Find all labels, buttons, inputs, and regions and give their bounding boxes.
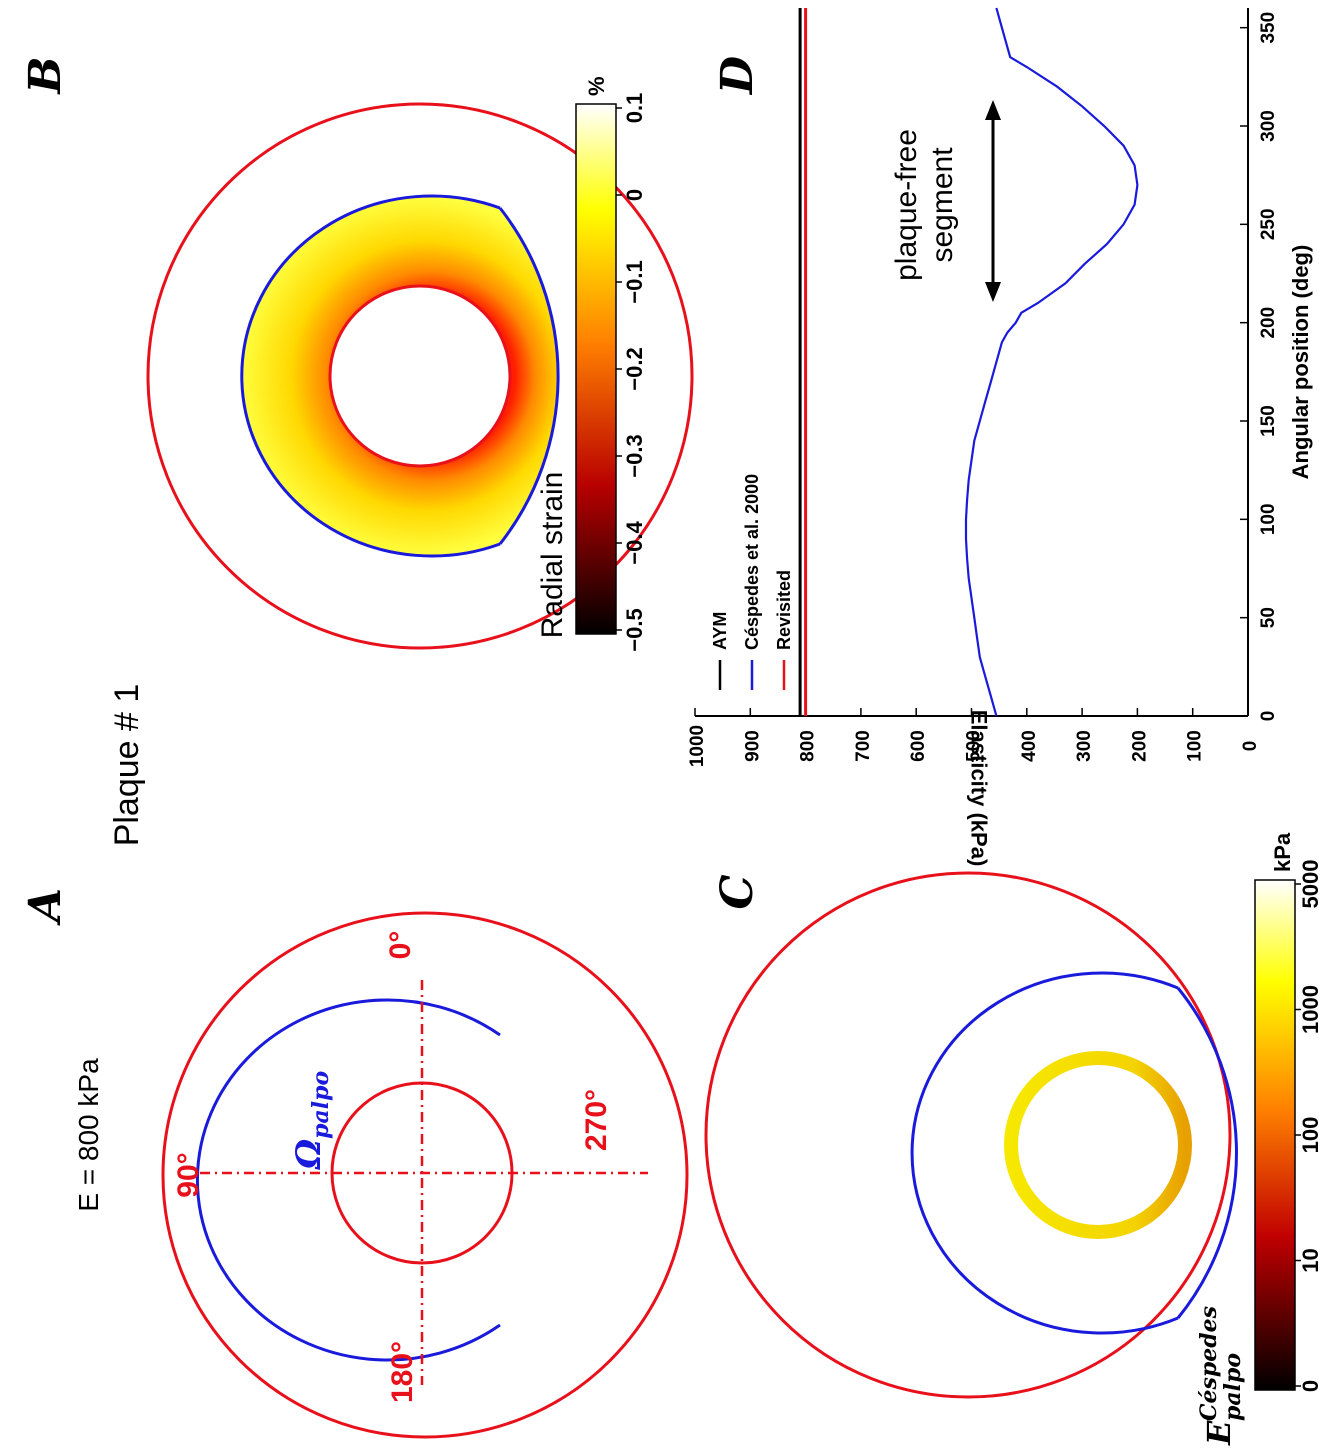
- panel-d-label: D: [712, 56, 763, 96]
- panel-a-palpo-boundary: [196, 998, 501, 1362]
- symbol-subscript: palpo: [1220, 1353, 1246, 1421]
- kpa-colorbar-unit: kPa: [1270, 832, 1295, 872]
- svg-text:Céspedes: Céspedes: [1196, 1306, 1222, 1421]
- panel-b-strain-field: [241, 196, 559, 556]
- figure-title: Plaque # 1: [108, 684, 146, 847]
- legend-label: Revisited: [774, 570, 794, 650]
- x-tick-label: 150: [1258, 405, 1279, 437]
- omega-subscript: palpo: [308, 1071, 334, 1139]
- angle-label-270: 270°: [580, 1089, 613, 1151]
- elasticity-chart: 0 100 200 300 400 500 600 700 800 900 1000 0 50 100 15…: [687, 7, 1313, 867]
- angle-label-0: 0°: [384, 931, 417, 960]
- angle-label-90: 90°: [172, 1152, 205, 1197]
- panel-b-outer-wall: [146, 102, 694, 650]
- omega-symbol: Ω: [289, 1139, 329, 1170]
- panel-c-symbol: E Céspedes palpo: [1196, 1306, 1246, 1446]
- panel-b-palpo-boundary: [240, 194, 501, 558]
- panel-c-elasticity-ring: [1004, 1051, 1192, 1239]
- annotation-line-2: segment: [926, 147, 959, 263]
- y-tick-label: 300: [1074, 730, 1095, 762]
- x-tick-label: 50: [1258, 607, 1279, 628]
- svg-text:E: E: [1200, 1420, 1238, 1446]
- x-tick-label: 0: [1258, 711, 1279, 722]
- series-line-c-spedes-et-al-2000: [964, 7, 1139, 717]
- x-tick-label: 250: [1258, 208, 1279, 240]
- panel-c-palpo-chord: [1176, 987, 1238, 1319]
- colorbar-tick-label: −0.2: [622, 347, 647, 390]
- colorbar-tick-label: −0.1: [622, 260, 647, 303]
- angle-label-180: 180°: [386, 1341, 419, 1403]
- plaque-free-arrow: [985, 100, 1001, 302]
- y-tick-label: 700: [853, 730, 874, 762]
- svg-text:palpo: palpo: [1220, 1353, 1246, 1421]
- strain-colorbar-title: Radial strain: [536, 472, 569, 639]
- panel-b-palpo-chord: [498, 207, 560, 545]
- colorbar-tick-label: −0.5: [622, 608, 647, 651]
- y-tick-label: 0: [1240, 741, 1261, 752]
- strain-colorbar: [575, 103, 617, 635]
- symbol-superscript: Céspedes: [1196, 1306, 1222, 1421]
- colorbar-tick-label: −0.4: [622, 521, 647, 565]
- panel-b-label: B: [20, 56, 71, 95]
- y-tick-label: 100: [1185, 730, 1206, 762]
- panel-c-palpo-boundary: [910, 971, 1179, 1335]
- legend-label: AYM: [710, 612, 730, 650]
- panel-b: B Radial strain % −0.5 −0.4 −0.3 −0.2 −0.1 0 0…: [20, 56, 694, 652]
- panel-a-modulus: E = 800 kPa: [73, 1058, 104, 1212]
- annotation-line-1: plaque-free: [890, 129, 923, 281]
- y-tick-label: 600: [908, 730, 929, 762]
- symbol-base: E: [1200, 1420, 1238, 1446]
- kpa-colorbar-ticks: 0 10 100 1000 5000: [1295, 860, 1319, 1392]
- y-tick-label: 200: [1129, 730, 1150, 762]
- panel-b-lumen: [328, 284, 512, 468]
- panel-c-label: C: [712, 874, 763, 909]
- colorbar-tick-label: 10: [1298, 1248, 1319, 1272]
- panel-a-region-symbol: Ωpalpo: [289, 1071, 334, 1170]
- x-tick-label: 200: [1258, 307, 1279, 339]
- panel-d: D 0 100 200 300 400 500 600 700 800 900 1000 0 50 100…: [687, 7, 1313, 867]
- x-tick-label: 100: [1258, 503, 1279, 535]
- y-tick-label: 500: [964, 730, 985, 762]
- y-tick-label: 1000: [687, 725, 708, 767]
- colorbar-tick-label: −0.3: [622, 434, 647, 477]
- colorbar-tick-label: 1000: [1298, 985, 1319, 1034]
- x-tick-label: 300: [1258, 110, 1279, 142]
- strain-colorbar-unit: %: [584, 76, 609, 96]
- legend-label: Céspedes et al. 2000: [742, 474, 762, 650]
- kpa-colorbar: [1254, 879, 1296, 1391]
- colorbar-tick-label: 0: [1298, 1380, 1319, 1392]
- svg-text:Ωpalpo: Ωpalpo: [289, 1071, 334, 1170]
- x-axis-label: Angular position (deg): [1288, 245, 1313, 480]
- colorbar-tick-label: 100: [1298, 1117, 1319, 1154]
- panel-a-label: A: [20, 888, 71, 926]
- y-tick-label: 400: [1019, 730, 1040, 762]
- y-tick-label: 900: [742, 730, 763, 762]
- panel-c-outer-wall: [704, 871, 1232, 1399]
- panel-c: C E Céspedes palpo kPa 0 10 100 1000 5000: [704, 832, 1319, 1446]
- y-axis-label: Elasticity (kPa): [967, 710, 992, 867]
- colorbar-tick-label: 0.1: [622, 93, 647, 124]
- panel-a: A Plaque # 1 E = 800 kPa 0° 90° 180° 270…: [20, 684, 689, 1439]
- colorbar-tick-label: 0: [622, 189, 647, 201]
- panel-a-outer-wall: [161, 911, 689, 1439]
- x-tick-label: 350: [1258, 12, 1279, 44]
- y-tick-label: 800: [798, 730, 819, 762]
- strain-colorbar-ticks: −0.5 −0.4 −0.3 −0.2 −0.1 0 0.1: [616, 93, 647, 652]
- colorbar-tick-label: 5000: [1298, 860, 1319, 909]
